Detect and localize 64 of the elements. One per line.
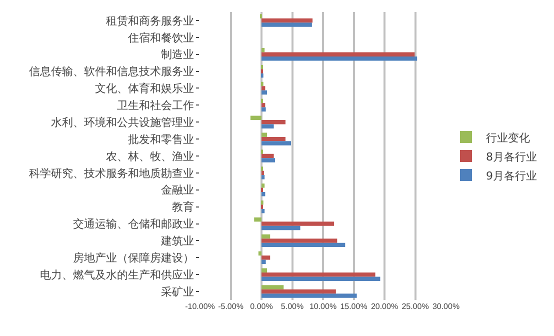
- y-tick-label: 租赁和商务服务业: [106, 14, 194, 28]
- x-tick-label: 25.00%: [402, 302, 429, 311]
- bar: [262, 158, 276, 162]
- bar: [262, 285, 284, 290]
- bar: [262, 208, 265, 214]
- bar: [258, 251, 262, 256]
- y-tick-label: 金融业: [160, 184, 194, 197]
- bar: [262, 154, 274, 158]
- bar: [262, 175, 265, 180]
- bar: [262, 294, 357, 298]
- bar: [262, 272, 376, 277]
- bar: [262, 120, 286, 124]
- bar: [262, 260, 266, 264]
- bar: [262, 256, 270, 260]
- bar: [262, 86, 266, 90]
- y-tick-label: 住宿和餐饮业: [128, 31, 194, 44]
- x-tick-label: -10.00%: [185, 302, 215, 311]
- bar: [254, 217, 262, 222]
- x-tick-label: -5.00%: [218, 302, 244, 311]
- bar: [262, 184, 265, 188]
- x-tick-label: 0.00%: [250, 302, 273, 311]
- y-tick-label: 批发和零售业: [128, 132, 194, 146]
- y-tick-label: 卫生和社会工作: [116, 99, 194, 112]
- legend-label: 8月各行业: [486, 150, 537, 164]
- bar: [262, 136, 286, 142]
- bar: [262, 268, 268, 272]
- y-tick-label: 采矿业: [160, 285, 194, 298]
- bar: [262, 124, 274, 128]
- bar: [262, 132, 268, 137]
- y-tick-label: 电力、燃气及水的生产和供应业: [40, 268, 194, 282]
- y-tick-label: 水利、环境和公共设施管理业: [50, 116, 194, 129]
- bar: [262, 242, 346, 248]
- x-tick-label: 20.00%: [370, 302, 398, 311]
- bar: [262, 226, 300, 230]
- bar: [262, 238, 338, 243]
- y-tick-label: 信息传输、软件和信息技术服务业: [28, 65, 194, 78]
- bar: [262, 90, 268, 95]
- legend-label: 9月各行业: [486, 169, 537, 182]
- y-tick-label: 制造业: [160, 48, 194, 62]
- bar: [262, 107, 266, 112]
- bar: [250, 116, 262, 120]
- x-tick-label: 5.00%: [280, 302, 304, 311]
- legend-label: 行业变化: [486, 131, 530, 144]
- bar: [262, 52, 415, 56]
- bar: [262, 276, 380, 281]
- bar: [262, 18, 313, 23]
- bar: [262, 22, 312, 27]
- bar: [262, 56, 418, 61]
- bar: [262, 289, 336, 294]
- bar: [262, 141, 292, 146]
- y-tick-label: 建筑业: [160, 234, 194, 248]
- y-tick-label: 交通运输、仓储和邮政业: [72, 218, 194, 231]
- x-tick-label: 15.00%: [340, 302, 368, 311]
- bar: [262, 234, 270, 239]
- bar: [262, 103, 266, 108]
- y-tick-label: 教育: [172, 200, 194, 214]
- y-tick-label: 农、林、牧、渔业: [106, 150, 194, 163]
- bar: [262, 48, 265, 52]
- y-tick-label: 房地产业（保障房建设）: [72, 252, 194, 264]
- x-tick-label: 30.00%: [432, 302, 460, 311]
- bar: [262, 222, 334, 226]
- y-tick-label: 文化、体育和娱乐业: [94, 82, 194, 96]
- y-tick-label: 科学研究、技术服务和地质勘查业: [28, 166, 194, 180]
- x-tick-label: 10.00%: [309, 302, 337, 311]
